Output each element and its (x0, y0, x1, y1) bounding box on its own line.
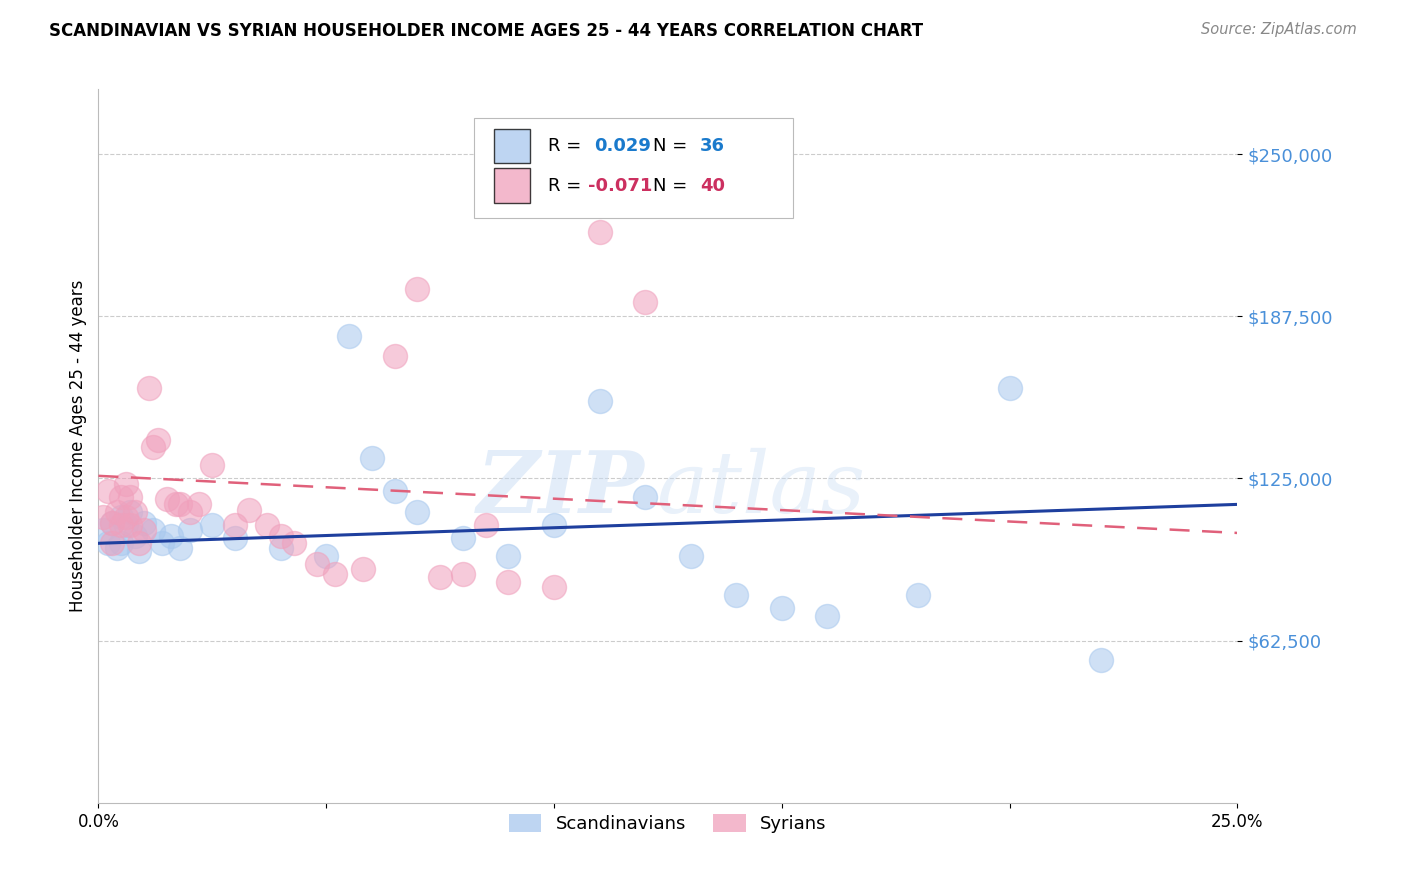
Point (146, 433, 169, 447)
Point (634, 295, 657, 310)
Point (138, 381, 160, 395)
Point (283, 536, 305, 550)
FancyBboxPatch shape (494, 129, 530, 163)
Point (114, 510, 136, 524)
Point (543, 581, 565, 595)
Point (270, 528, 292, 542)
Point (238, 502, 260, 516)
Text: atlas: atlas (657, 448, 866, 530)
Point (201, 458, 224, 473)
Point (543, 518, 565, 533)
Point (124, 528, 146, 542)
Point (352, 562, 374, 576)
Legend: Scandinavians, Syrians: Scandinavians, Syrians (502, 806, 834, 840)
Point (451, 567, 474, 582)
Point (406, 505, 429, 519)
Point (96, 536, 118, 550)
Point (1090, 653, 1112, 667)
Text: ZIP: ZIP (477, 447, 645, 531)
Point (498, 549, 520, 564)
Point (124, 505, 146, 519)
Point (307, 557, 329, 571)
Point (114, 518, 136, 533)
FancyBboxPatch shape (474, 118, 793, 218)
Point (165, 497, 187, 511)
Point (105, 541, 128, 556)
Point (498, 575, 520, 590)
Point (588, 225, 610, 239)
Point (224, 531, 246, 545)
Point (101, 536, 124, 550)
Point (120, 490, 142, 504)
Point (128, 536, 150, 550)
Point (384, 484, 406, 499)
Point (150, 536, 173, 550)
Point (110, 490, 132, 504)
Point (110, 518, 132, 533)
Y-axis label: Householder Income Ages 25 - 44 years: Householder Income Ages 25 - 44 years (69, 280, 87, 612)
Text: R =: R = (548, 137, 588, 155)
FancyBboxPatch shape (494, 169, 530, 202)
Point (634, 490, 657, 504)
Point (132, 516, 155, 530)
Point (474, 518, 496, 533)
Point (224, 518, 246, 533)
Point (128, 544, 150, 558)
Point (169, 497, 191, 511)
Point (907, 588, 929, 602)
Point (588, 393, 610, 408)
Point (91, 524, 114, 538)
Point (384, 350, 406, 364)
Point (105, 505, 128, 519)
Point (998, 381, 1021, 395)
Point (114, 476, 136, 491)
Point (120, 518, 142, 533)
Text: N =: N = (652, 137, 693, 155)
Point (110, 510, 132, 524)
Text: SCANDINAVIAN VS SYRIAN HOUSEHOLDER INCOME AGES 25 - 44 YEARS CORRELATION CHART: SCANDINAVIAN VS SYRIAN HOUSEHOLDER INCOM… (49, 22, 924, 40)
Point (132, 524, 155, 538)
Point (451, 531, 474, 545)
Point (179, 524, 201, 538)
Point (725, 588, 748, 602)
Point (110, 536, 132, 550)
Point (270, 541, 292, 556)
Point (429, 570, 451, 584)
Point (406, 282, 429, 296)
Point (315, 549, 337, 564)
Text: 36: 36 (700, 137, 724, 155)
Text: 40: 40 (700, 177, 724, 194)
Text: N =: N = (652, 177, 693, 194)
Point (96, 484, 118, 499)
Text: -0.071: -0.071 (588, 177, 652, 194)
Point (179, 505, 201, 519)
Point (323, 567, 346, 582)
Point (91, 510, 114, 524)
Point (156, 492, 179, 507)
Text: 0.029: 0.029 (593, 137, 651, 155)
Point (770, 601, 793, 615)
Point (142, 440, 165, 454)
Text: Source: ZipAtlas.com: Source: ZipAtlas.com (1201, 22, 1357, 37)
Point (815, 609, 838, 624)
Point (337, 328, 360, 343)
Point (187, 497, 209, 511)
Point (120, 505, 142, 519)
Point (160, 528, 183, 542)
Point (256, 518, 278, 533)
Point (679, 549, 702, 564)
Point (169, 541, 191, 556)
Point (101, 516, 124, 530)
Point (360, 450, 382, 465)
Point (201, 518, 224, 533)
Text: R =: R = (548, 177, 588, 194)
Point (142, 524, 165, 538)
Point (101, 516, 124, 530)
